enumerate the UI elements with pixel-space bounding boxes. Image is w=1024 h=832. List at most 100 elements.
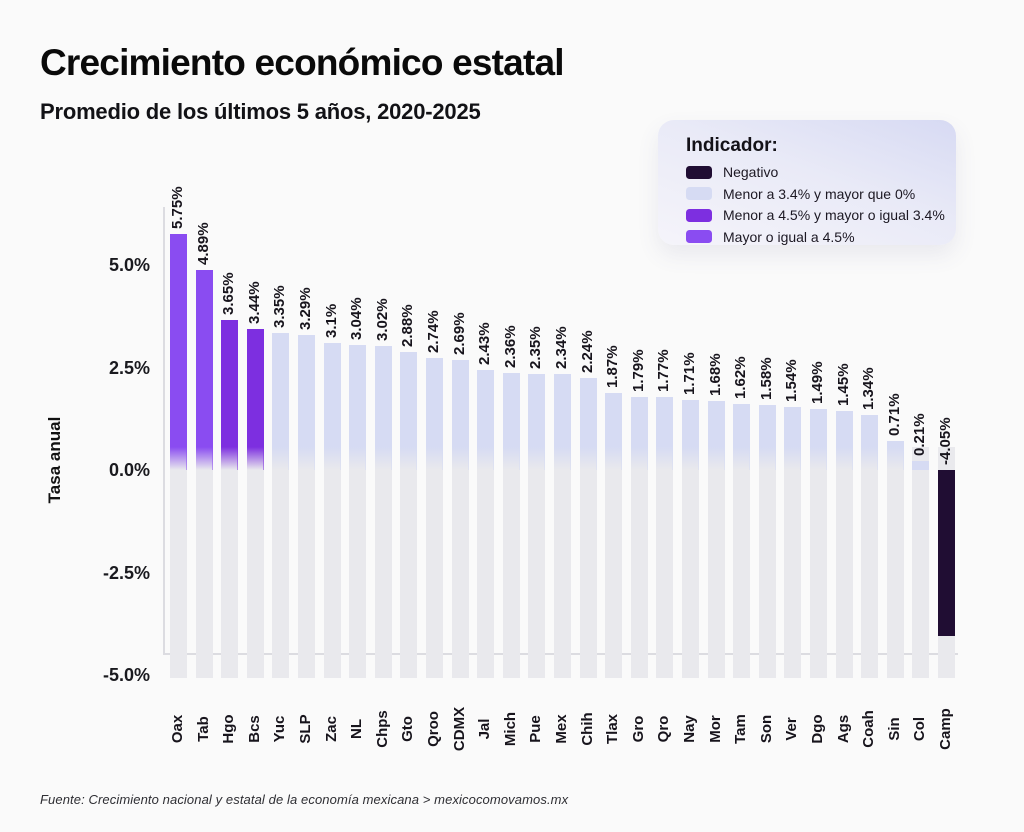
bar-value-label: 1.87% (604, 345, 622, 389)
bar-zero-stem (774, 447, 776, 470)
bar-value-label: 3.29% (297, 287, 314, 331)
bar-zero-stem (595, 447, 597, 470)
bar-value-label: 2.74% (425, 310, 442, 353)
bar-value-label: 1.62% (732, 356, 750, 399)
x-axis-label: Sin (885, 717, 903, 741)
x-axis-label: Tab (194, 716, 212, 742)
x-axis-label: Gro (629, 715, 647, 743)
x-axis-label: Mor (706, 715, 724, 743)
bar-zero-stem (288, 447, 290, 470)
legend-card: Indicador: Negativo Menor a 3.4% y mayor… (658, 120, 956, 245)
x-axis-label: Qro (655, 715, 673, 743)
bar-chih (579, 378, 597, 470)
bar-mor (707, 401, 725, 470)
x-axis-label: Pue (527, 715, 545, 743)
bar-track (272, 447, 290, 678)
bar-track (605, 447, 623, 678)
bar-value-label: 3.02% (373, 298, 391, 342)
bar-zero-stem (518, 447, 520, 470)
x-axis-label: SLP (297, 714, 314, 744)
legend-title: Indicador: (686, 135, 778, 156)
bar-track (502, 447, 520, 678)
bar-value-label: 5.75% (169, 186, 186, 230)
bar-zero-stem (672, 447, 674, 470)
bar-ags (835, 410, 853, 470)
bar-value-label: 1.49% (809, 361, 826, 404)
y-tick-label: 5.0% (108, 255, 150, 275)
x-axis-label: CDMX (450, 706, 468, 752)
bar-track (451, 447, 469, 678)
bar-zero-stem (544, 447, 546, 470)
bar-gto (400, 351, 418, 470)
bar-track (400, 447, 418, 678)
bar-value-label: 1.68% (706, 353, 724, 397)
bar-zero-stem (646, 447, 648, 470)
bar-track (195, 447, 213, 678)
y-tick-label: -5.0% (102, 665, 150, 685)
x-axis-label: Coah (860, 710, 878, 748)
bar-col (912, 461, 930, 470)
bar-pue (528, 373, 546, 470)
bar-track (221, 447, 239, 678)
x-axis-label: Jal (476, 718, 494, 740)
x-axis-label: Nay (681, 715, 698, 743)
bar-track (835, 447, 853, 678)
bar-track (426, 447, 443, 678)
x-axis-label: NL (348, 719, 366, 739)
legend-swatch-negativo (686, 165, 712, 179)
bar-zero-stem (339, 447, 341, 470)
bar-value-label: 2.43% (476, 322, 494, 366)
bar-value-label: 0.21% (911, 413, 929, 457)
bar-jal (477, 370, 495, 470)
bar-zero-stem (262, 447, 264, 470)
bar-track (298, 447, 315, 678)
bar-zero-stem (800, 447, 802, 470)
bar-zero-stem (851, 447, 853, 470)
x-axis-label: Bcs (245, 715, 263, 743)
bar-value-label: 4.89% (194, 221, 212, 265)
bar-dgo (810, 408, 827, 470)
bar-value-label: 2.88% (399, 304, 417, 347)
bar-qro (656, 397, 674, 470)
bar-zero-stem (621, 447, 623, 470)
x-axis-label: Qroo (425, 711, 442, 747)
x-axis-label: Tam (732, 714, 750, 744)
bar-track (682, 447, 699, 678)
bar-zero-stem (467, 447, 469, 470)
legend-item-high: Mayor o igual a 4.5% (686, 229, 956, 245)
bar-zero-stem (570, 447, 571, 470)
bar-zero-stem (237, 447, 239, 470)
bar-value-label: 1.34% (860, 367, 878, 411)
bar-nay (682, 399, 699, 470)
bar-track (784, 447, 802, 678)
bar-track (630, 447, 648, 678)
legend-swatch-mid (686, 208, 712, 222)
bar-value-label: 1.54% (783, 359, 801, 402)
bar-yuc (272, 332, 290, 470)
bar-coah (861, 415, 879, 470)
bar-zero-stem (416, 447, 418, 470)
bar-zero-stem (902, 447, 904, 470)
bar-track (579, 447, 597, 678)
bar-value-label: 3.35% (271, 285, 289, 328)
bar-ver (784, 406, 802, 470)
y-axis-title: Tasa anual (45, 416, 64, 504)
bar-zero-stem (723, 447, 725, 470)
bar-zero-stem (698, 447, 699, 470)
bar-zero-stem (186, 447, 187, 470)
bar-mex (554, 374, 571, 470)
bar-track (810, 447, 827, 678)
x-axis-label: Dgo (809, 714, 826, 744)
bar-value-label: 1.58% (757, 357, 775, 401)
x-axis-label: Mich (501, 711, 519, 747)
bar-son (758, 405, 776, 470)
bar-value-label: 1.45% (834, 363, 852, 406)
legend-label: Negativo (723, 164, 779, 180)
legend-label: Menor a 3.4% y mayor que 0% (723, 185, 916, 202)
legend-item-low: Menor a 3.4% y mayor que 0% (686, 186, 956, 202)
bar-track (886, 447, 904, 678)
bar-value-label: 1.79% (629, 349, 647, 392)
bar-value-label: 1.71% (681, 352, 698, 395)
x-axis-label: Yuc (271, 715, 289, 743)
